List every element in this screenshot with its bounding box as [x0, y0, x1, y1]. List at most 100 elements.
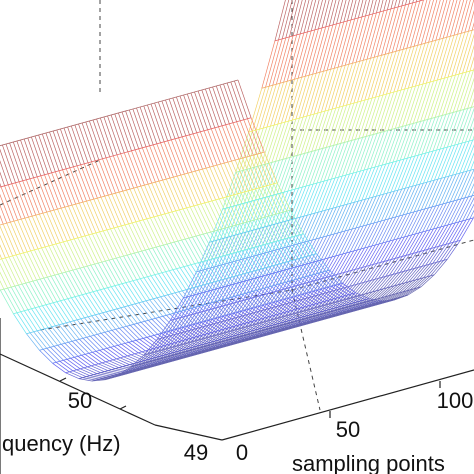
mesh-segment	[164, 213, 179, 242]
mesh-segment	[409, 231, 423, 255]
mesh-segment	[163, 141, 178, 177]
mesh-segment	[176, 351, 190, 355]
mesh-segment	[189, 288, 203, 306]
mesh-segment	[171, 293, 185, 311]
mesh-segment	[357, 167, 372, 202]
mesh-segment	[336, 307, 350, 311]
mesh-segment	[13, 313, 27, 334]
mesh-segment	[157, 259, 448, 340]
mesh-segment	[356, 265, 370, 285]
mesh-segment	[200, 308, 215, 328]
mesh-segment	[171, 330, 186, 341]
mesh-segment	[291, 153, 305, 191]
x-tick-label: 50	[336, 417, 360, 442]
mesh-segment	[354, 168, 368, 203]
mesh-segment	[61, 272, 76, 297]
mesh-segment	[49, 131, 63, 170]
mesh-segment	[139, 220, 153, 249]
mesh-segment	[344, 295, 359, 302]
mesh-segment	[295, 296, 309, 307]
mesh-segment	[26, 251, 41, 280]
mesh-segment	[266, 83, 281, 128]
mesh-segment	[366, 195, 381, 226]
mesh-segment	[269, 184, 284, 213]
mesh-segment	[86, 265, 101, 290]
mesh-segment	[272, 221, 287, 252]
mesh-segment	[402, 279, 417, 292]
mesh-segment	[300, 113, 315, 155]
mesh-segment	[254, 163, 269, 201]
mesh-segment	[249, 331, 263, 335]
mesh-segment	[110, 347, 124, 358]
mesh-segment	[434, 76, 449, 118]
mesh-segment	[320, 275, 334, 295]
mesh-segment	[255, 307, 269, 318]
mesh-segment	[404, 154, 419, 189]
mesh-segment	[0, 204, 8, 224]
mesh-segment	[421, 117, 436, 155]
mesh-segment	[175, 329, 190, 340]
mesh-segment	[303, 316, 317, 320]
mesh-segment	[432, 114, 447, 152]
mesh-segment	[412, 152, 426, 187]
mesh-segment	[214, 331, 228, 338]
mesh-segment	[192, 236, 206, 261]
mesh-segment	[187, 348, 201, 352]
mesh-segment	[330, 299, 344, 306]
mesh-segment	[459, 139, 474, 174]
mesh-segment	[359, 13, 374, 62]
mesh-segment	[18, 181, 33, 217]
mesh-segment	[78, 295, 92, 316]
mesh-segment	[465, 203, 474, 221]
mesh-segment	[111, 369, 125, 373]
mesh-segment	[81, 122, 96, 161]
mesh-segment	[402, 185, 417, 216]
mesh-segment	[134, 149, 149, 185]
mesh-segment	[52, 130, 67, 169]
mesh-segment	[257, 319, 272, 326]
mesh-segment	[289, 0, 300, 37]
mesh-segment	[68, 205, 82, 238]
mesh-segment	[297, 308, 311, 315]
x-axis-label: sampling points	[292, 451, 445, 474]
mesh-segment	[72, 370, 87, 377]
mesh-segment	[207, 129, 222, 165]
mesh-segment	[154, 274, 169, 295]
mesh-segment	[0, 280, 5, 290]
mesh-segment	[352, 15, 366, 64]
mesh-segment	[105, 361, 119, 368]
mesh-segment	[398, 234, 413, 258]
mesh-segment	[412, 82, 427, 124]
mesh-segment	[2, 144, 16, 183]
mesh-segment	[301, 257, 316, 275]
mesh-segment	[21, 283, 36, 308]
mesh-segment	[196, 286, 211, 304]
mesh-segment	[402, 1, 417, 50]
mesh-segment	[64, 206, 79, 239]
mesh-segment	[163, 345, 177, 352]
mesh-segment	[285, 238, 299, 259]
mesh-segment	[375, 162, 390, 197]
mesh-segment	[404, 210, 418, 238]
mesh-segment	[360, 222, 375, 250]
mesh-segment	[247, 272, 261, 290]
mesh-segment	[167, 317, 182, 337]
y-axis-label: quency (Hz)	[2, 431, 121, 456]
mesh-segment	[307, 181, 321, 216]
mesh-segment	[129, 325, 144, 339]
mesh-segment	[211, 282, 225, 300]
mesh-segment	[219, 84, 234, 123]
mesh-segment	[328, 175, 343, 210]
mesh-segment	[146, 337, 161, 348]
mesh-segment	[396, 124, 411, 162]
mesh-segment	[156, 143, 171, 179]
mesh-segment	[186, 93, 201, 132]
mesh-segment	[130, 286, 422, 368]
mesh-segment	[104, 299, 396, 381]
mesh-segment	[187, 265, 201, 286]
mesh-segment	[280, 300, 295, 311]
mesh-segment	[112, 155, 127, 191]
mesh-segment	[384, 190, 399, 221]
mesh-segment	[87, 162, 102, 198]
mesh-segment	[223, 338, 237, 342]
